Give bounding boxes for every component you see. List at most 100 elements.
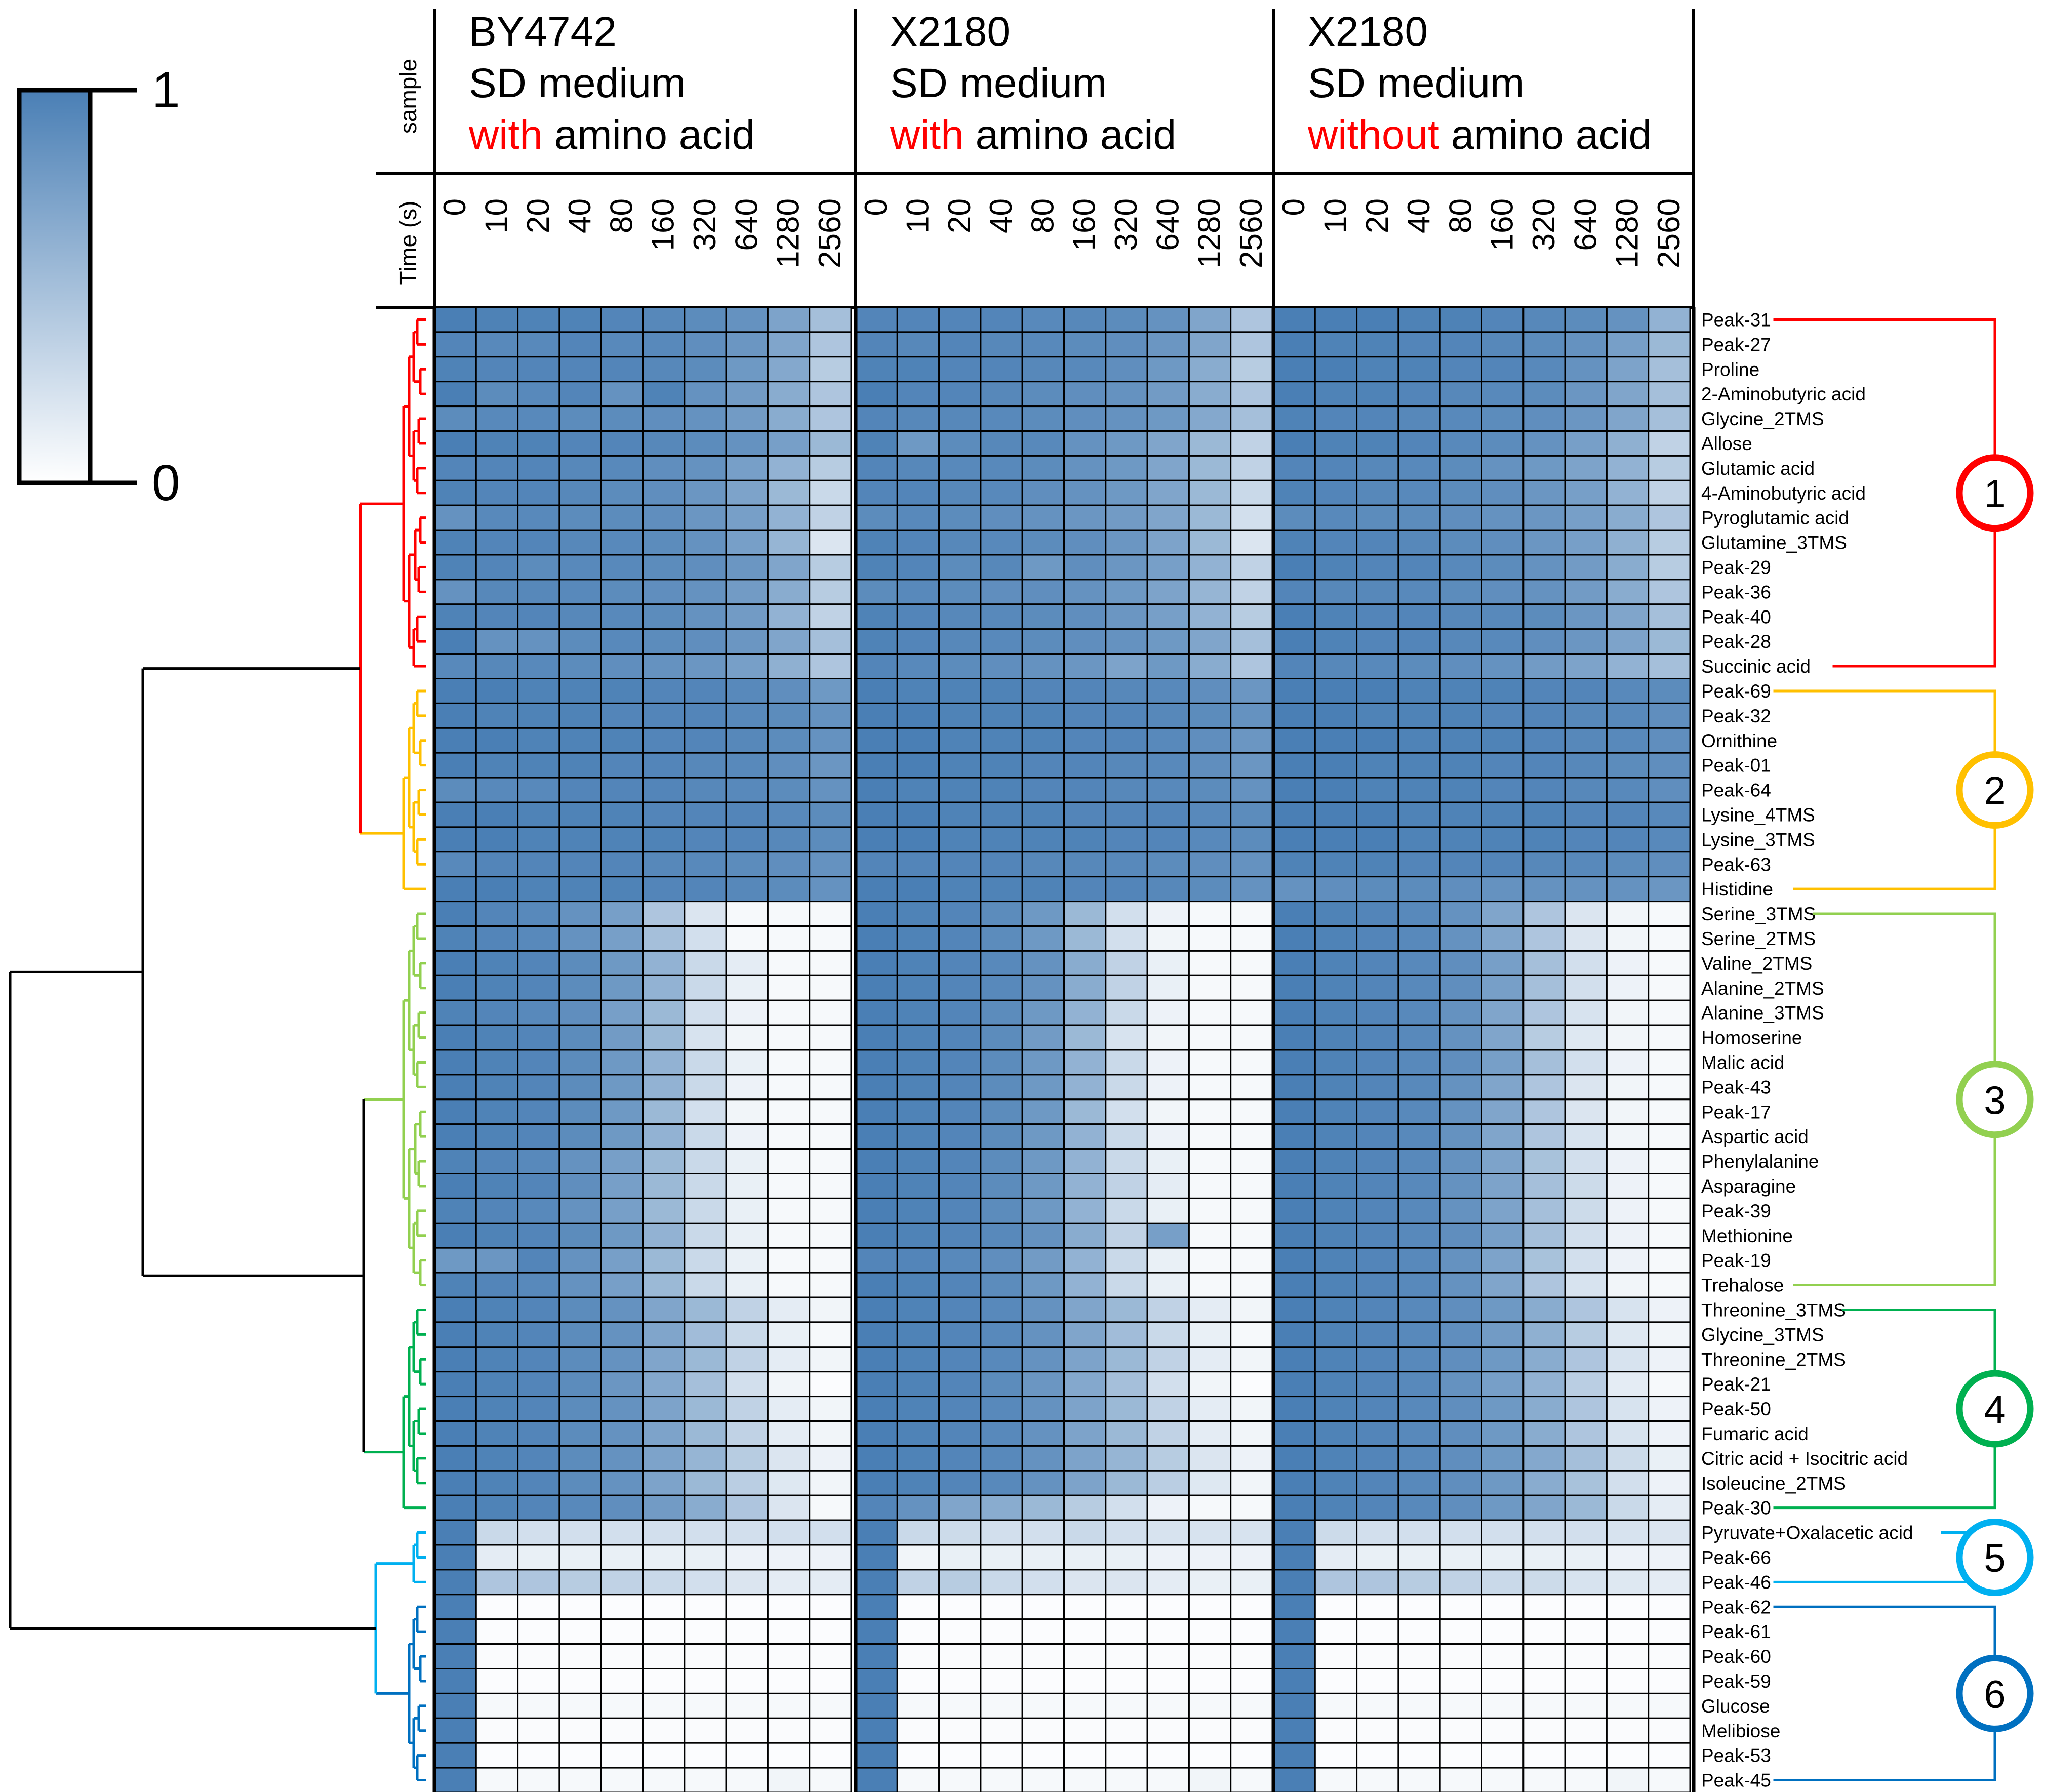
heatmap-cell <box>558 1594 602 1620</box>
heatmap-cell <box>1439 1594 1482 1620</box>
heatmap-cell <box>600 579 644 605</box>
heatmap-cell <box>600 1371 644 1398</box>
heatmap-cell <box>1356 950 1399 976</box>
heatmap-cell <box>642 777 686 803</box>
heatmap-cell <box>1021 851 1065 878</box>
row-label-40: Trehalose <box>1701 1275 1784 1296</box>
heatmap-cell <box>558 950 602 976</box>
heatmap-cell <box>1397 925 1441 952</box>
heatmap-cell <box>1397 1098 1441 1125</box>
heatmap-cell <box>1522 455 1566 481</box>
heatmap-cell <box>558 579 602 605</box>
heatmap-cell <box>1021 603 1065 630</box>
heatmap-cell <box>938 999 982 1026</box>
row-label-41: Threonine_3TMS <box>1701 1299 1846 1320</box>
heatmap-cell <box>558 752 602 779</box>
heatmap-cell <box>475 1346 519 1373</box>
heatmap-cell <box>1648 1049 1691 1076</box>
heatmap-cell <box>475 1173 519 1199</box>
heatmap-cell <box>433 579 477 605</box>
heatmap-cell <box>1481 826 1525 853</box>
sample-2-line-1: X2180 <box>890 9 1010 55</box>
heatmap-cell <box>1648 1717 1691 1744</box>
heatmap-cell <box>1230 1371 1273 1398</box>
heatmap-cell <box>725 1222 769 1249</box>
heatmap-cell <box>1314 1346 1358 1373</box>
heatmap-cell <box>1105 1594 1148 1620</box>
time-label-1-320: 320 <box>688 198 723 251</box>
heatmap-cell <box>767 950 811 976</box>
heatmap-cell <box>809 1222 852 1249</box>
heatmap-cell <box>938 925 982 952</box>
row-label-16: Peak-69 <box>1701 681 1771 702</box>
row-label-18: Ornithine <box>1701 730 1777 751</box>
heatmap-cell <box>1105 1668 1148 1694</box>
heatmap-cell <box>1606 1148 1650 1175</box>
heatmap-cell <box>642 1420 686 1447</box>
heatmap-cell <box>1105 1569 1148 1596</box>
heatmap-cell <box>1522 752 1566 779</box>
heatmap-cell <box>1564 381 1608 408</box>
time-label-2-40: 40 <box>984 198 1019 233</box>
heatmap-cell <box>1230 1222 1273 1249</box>
heatmap-cell <box>1439 1420 1482 1447</box>
heatmap-cell <box>855 504 898 531</box>
heatmap-cell <box>1356 1197 1399 1224</box>
heatmap-cell <box>600 479 644 506</box>
heatmap-cell <box>938 405 982 432</box>
heatmap-cell <box>1105 950 1148 976</box>
heatmap-cell <box>1522 1123 1566 1150</box>
heatmap-cell <box>1230 876 1273 903</box>
heatmap-cell <box>642 529 686 556</box>
heatmap-cell <box>1063 1420 1107 1447</box>
heatmap-cell <box>558 455 602 481</box>
heatmap-cell <box>1481 579 1525 605</box>
heatmap-cell <box>1564 1643 1608 1670</box>
heatmap-cell <box>938 1148 982 1175</box>
heatmap-cell <box>1356 405 1399 432</box>
heatmap-cell <box>1439 801 1482 828</box>
heatmap-cell <box>1146 1049 1190 1076</box>
cluster-2-circle <box>1956 751 2034 829</box>
heatmap-cell <box>1146 925 1190 952</box>
heatmap-cell <box>517 356 560 383</box>
heatmap-cell <box>1606 1569 1650 1596</box>
heatmap-cell <box>1188 1321 1232 1348</box>
heatmap-cell <box>1606 653 1650 679</box>
heatmap-cell <box>1356 702 1399 729</box>
heatmap-cell <box>1606 1098 1650 1125</box>
heatmap-cell <box>896 653 940 679</box>
heatmap-cell <box>1188 876 1232 903</box>
row-label-13: Peak-40 <box>1701 606 1771 627</box>
heatmap-cell <box>1146 1544 1190 1571</box>
heatmap-cell <box>1314 1321 1358 1348</box>
heatmap-cell <box>896 876 940 903</box>
heatmap-cell <box>1063 1742 1107 1769</box>
heatmap-cell <box>642 504 686 531</box>
heatmap-cell <box>600 1024 644 1051</box>
heatmap-cell <box>642 455 686 481</box>
heatmap-cell <box>600 1098 644 1125</box>
heatmap-cell <box>1230 653 1273 679</box>
heatmap-cell <box>1063 554 1107 581</box>
heatmap-cell <box>684 1717 727 1744</box>
heatmap-cell <box>1356 1098 1399 1125</box>
heatmap-cell <box>642 430 686 457</box>
heatmap-cell <box>1356 579 1399 605</box>
heatmap-cell <box>642 1247 686 1274</box>
heatmap-cell <box>1272 603 1316 630</box>
heatmap-cell <box>725 901 769 927</box>
heatmap-cell <box>475 752 519 779</box>
heatmap-cell <box>1522 1420 1566 1447</box>
heatmap-cell <box>1356 479 1399 506</box>
heatmap-cell <box>475 1618 519 1645</box>
heatmap-cell <box>938 1445 982 1472</box>
heatmap-cell <box>1230 1197 1273 1224</box>
heatmap-cell <box>1439 554 1482 581</box>
heatmap-cell <box>1606 999 1650 1026</box>
heatmap-cell <box>1481 1346 1525 1373</box>
heatmap-cell <box>725 1569 769 1596</box>
heatmap-cell <box>558 306 602 333</box>
heatmap-cell <box>725 678 769 704</box>
